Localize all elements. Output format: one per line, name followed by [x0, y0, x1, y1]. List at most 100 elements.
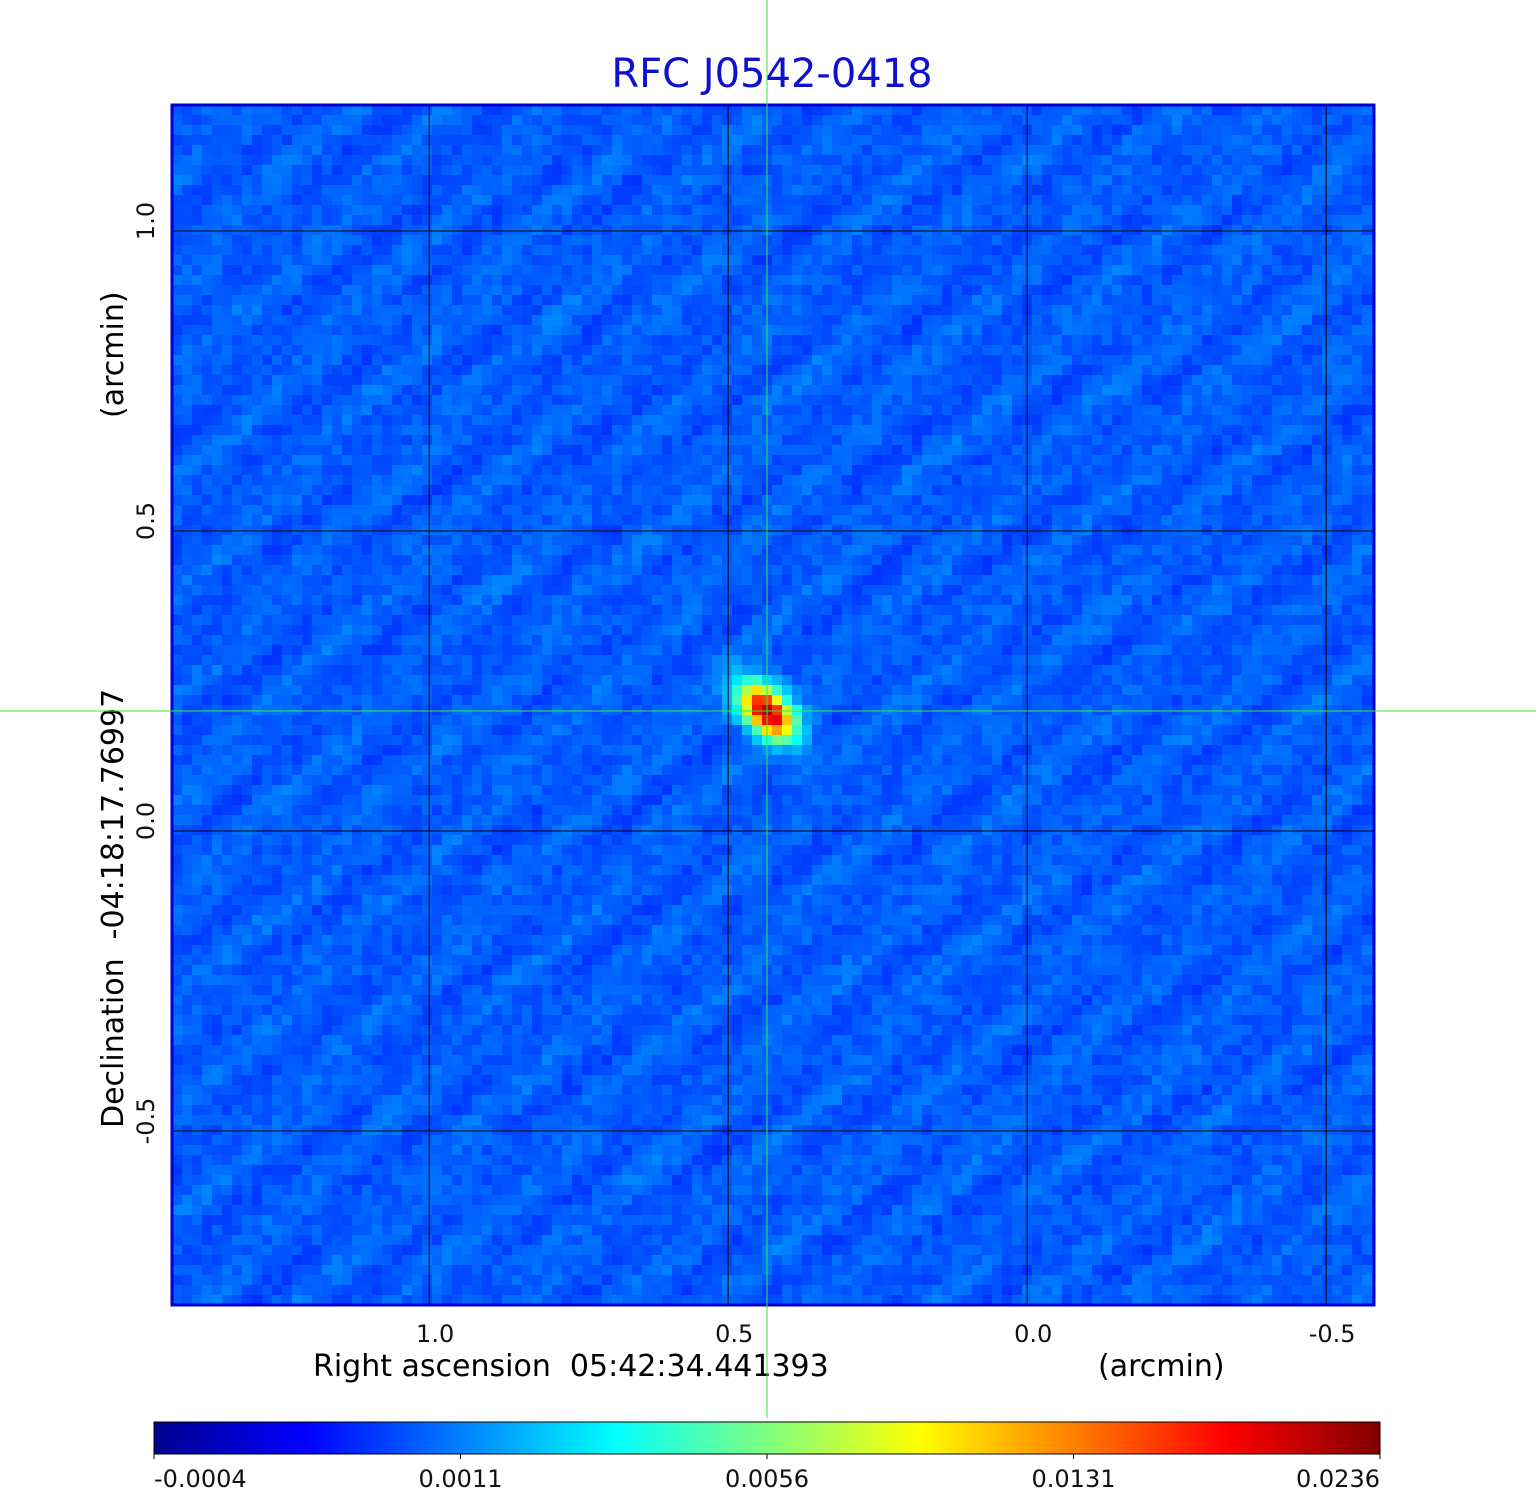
- map-pixel: [612, 105, 622, 115]
- map-pixel: [862, 205, 872, 215]
- map-pixel: [912, 355, 922, 365]
- map-pixel: [1012, 135, 1022, 145]
- map-pixel: [622, 325, 632, 335]
- map-pixel: [412, 505, 422, 515]
- map-pixel: [492, 465, 502, 475]
- map-pixel: [412, 195, 422, 205]
- map-pixel: [642, 125, 652, 135]
- map-pixel: [692, 195, 702, 205]
- map-pixel: [872, 505, 882, 515]
- map-pixel: [572, 125, 582, 135]
- map-pixel: [1342, 255, 1352, 265]
- map-pixel: [652, 375, 662, 385]
- map-pixel: [1182, 335, 1192, 345]
- map-pixel: [1362, 325, 1372, 335]
- map-pixel: [172, 105, 182, 115]
- map-pixel: [962, 335, 972, 345]
- map-pixel: [962, 365, 972, 375]
- map-pixel: [962, 185, 972, 195]
- map-pixel: [402, 115, 412, 125]
- map-pixel: [1122, 435, 1132, 445]
- map-pixel: [532, 275, 542, 285]
- map-pixel: [792, 455, 802, 465]
- map-pixel: [582, 265, 592, 275]
- map-pixel: [872, 445, 882, 455]
- map-pixel: [592, 295, 602, 305]
- map-pixel: [212, 345, 222, 355]
- map-pixel: [1032, 225, 1042, 235]
- map-pixel: [442, 495, 452, 505]
- map-pixel: [692, 285, 702, 295]
- map-pixel: [1162, 225, 1172, 235]
- map-pixel: [1342, 335, 1352, 345]
- map-pixel: [622, 245, 632, 255]
- map-pixel: [1322, 295, 1332, 305]
- map-pixel: [912, 105, 922, 115]
- map-pixel: [462, 205, 472, 215]
- map-pixel: [322, 355, 332, 365]
- map-pixel: [562, 135, 572, 145]
- map-pixel: [1042, 195, 1052, 205]
- map-pixel: [582, 205, 592, 215]
- map-pixel: [602, 165, 612, 175]
- map-pixel: [342, 335, 352, 345]
- map-pixel: [1272, 285, 1282, 295]
- map-pixel: [502, 145, 512, 155]
- map-pixel: [1362, 465, 1372, 475]
- map-pixel: [542, 445, 552, 455]
- map-pixel: [202, 375, 212, 385]
- map-pixel: [282, 345, 292, 355]
- map-pixel: [862, 165, 872, 175]
- map-pixel: [1192, 185, 1202, 195]
- map-pixel: [1222, 495, 1232, 505]
- map-pixel: [332, 465, 342, 475]
- map-pixel: [442, 445, 452, 455]
- map-pixel: [902, 345, 912, 355]
- map-pixel: [972, 145, 982, 155]
- map-pixel: [812, 295, 822, 305]
- map-pixel: [1212, 495, 1222, 505]
- map-pixel: [222, 205, 232, 215]
- map-pixel: [742, 225, 752, 235]
- map-pixel: [922, 225, 932, 235]
- map-pixel: [1002, 505, 1012, 515]
- map-pixel: [1252, 445, 1262, 455]
- map-pixel: [842, 385, 852, 395]
- map-pixel: [1002, 195, 1012, 205]
- map-pixel: [222, 445, 232, 455]
- map-pixel: [342, 325, 352, 335]
- map-pixel: [1192, 425, 1202, 435]
- map-pixel: [702, 155, 712, 165]
- map-pixel: [1132, 305, 1142, 315]
- map-pixel: [772, 385, 782, 395]
- map-pixel: [262, 295, 272, 305]
- map-pixel: [882, 395, 892, 405]
- map-pixel: [1352, 245, 1362, 255]
- map-pixel: [672, 255, 682, 265]
- map-pixel: [1362, 395, 1372, 405]
- map-pixel: [1072, 275, 1082, 285]
- map-pixel: [462, 115, 472, 125]
- map-pixel: [712, 165, 722, 175]
- map-pixel: [712, 475, 722, 485]
- map-pixel: [412, 475, 422, 485]
- map-pixel: [672, 235, 682, 245]
- map-pixel: [1012, 185, 1022, 195]
- map-pixel: [462, 285, 472, 295]
- map-pixel: [212, 255, 222, 265]
- map-pixel: [1032, 175, 1042, 185]
- map-pixel: [1042, 495, 1052, 505]
- map-pixel: [1042, 405, 1052, 415]
- map-pixel: [1352, 375, 1362, 385]
- map-pixel: [222, 265, 232, 275]
- map-pixel: [1282, 315, 1292, 325]
- map-pixel: [1252, 505, 1262, 515]
- map-pixel: [592, 125, 602, 135]
- map-pixel: [932, 425, 942, 435]
- map-pixel: [192, 405, 202, 415]
- map-pixel: [962, 155, 972, 165]
- map-pixel: [992, 405, 1002, 415]
- map-pixel: [1052, 255, 1062, 265]
- map-pixel: [222, 125, 232, 135]
- map-pixel: [422, 235, 432, 245]
